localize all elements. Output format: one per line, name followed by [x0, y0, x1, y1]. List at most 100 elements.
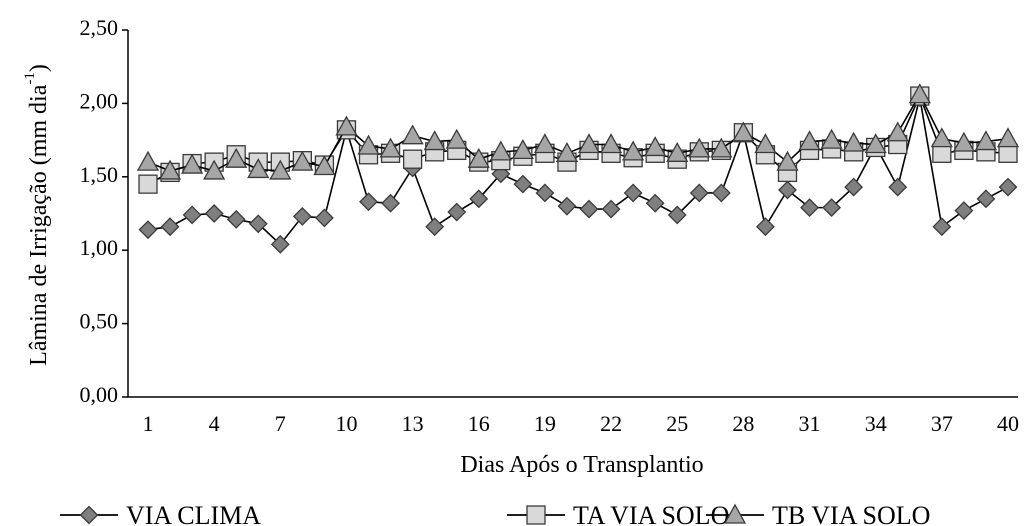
- data-point: [844, 177, 864, 197]
- data-point: [423, 130, 446, 151]
- data-point: [425, 217, 445, 237]
- data-point: [886, 121, 909, 142]
- data-point: [138, 220, 158, 240]
- data-point: [247, 158, 270, 179]
- data-point: [359, 192, 378, 212]
- data-point: [511, 139, 534, 160]
- data-point: [711, 183, 731, 203]
- data-point: [136, 150, 160, 171]
- data-point: [314, 208, 334, 228]
- data-point: [158, 159, 182, 180]
- svg-text:Lâmina de Irrigação (mm dia-1): Lâmina de Irrigação (mm dia-1): [22, 64, 51, 366]
- data-point: [203, 159, 226, 180]
- legend-label: TB VIA SOLO: [772, 501, 930, 526]
- data-point: [489, 140, 512, 161]
- data-point: [467, 147, 490, 168]
- data-point: [204, 204, 224, 223]
- x-tick-label: 28: [732, 411, 754, 436]
- data-point: [952, 131, 976, 152]
- legend-marker: [526, 505, 546, 525]
- data-point: [820, 128, 843, 149]
- data-point: [623, 183, 643, 203]
- data-point: [798, 130, 821, 151]
- x-tick-label: 31: [799, 411, 821, 436]
- data-point: [270, 234, 290, 254]
- x-tick-label: 19: [534, 411, 556, 436]
- x-axis: 1 4 7 10 13 16 19 22 25 28 31 34 37 40: [128, 396, 1019, 436]
- legend: VIA CLIMA TA VIA SOLO TB VIA SOLO: [60, 501, 930, 526]
- data-point: [160, 217, 180, 237]
- data-point: [357, 134, 380, 155]
- data-point: [599, 133, 623, 154]
- data-point: [776, 150, 799, 171]
- data-point: [666, 141, 689, 162]
- data-point: [180, 153, 204, 174]
- data-point: [269, 159, 292, 180]
- data-point: [932, 217, 952, 237]
- x-tick-label: 16: [468, 411, 490, 436]
- x-tick-label: 10: [335, 411, 357, 436]
- y-axis: 0,00 0,50 1,00 1,50 2,00 2,50: [80, 15, 129, 407]
- data-point: [292, 207, 312, 226]
- data-point: [579, 199, 599, 219]
- data-point: [469, 189, 489, 209]
- x-tick-label: 4: [209, 411, 220, 436]
- data-point: [688, 137, 711, 158]
- y-tick-label: 0,50: [80, 309, 119, 334]
- data-point: [379, 137, 402, 158]
- data-point: [996, 127, 1020, 148]
- data-point: [930, 127, 953, 148]
- data-point: [622, 140, 645, 161]
- y-tick-label: 0,00: [80, 382, 119, 407]
- y-tick-label: 1,50: [80, 162, 119, 187]
- x-tick-label: 37: [931, 411, 953, 436]
- y-axis-title-superscript: -1: [22, 72, 38, 85]
- y-axis-title-close: ): [26, 64, 52, 72]
- x-tick-label: 13: [402, 411, 424, 436]
- y-tick-label: 2,50: [80, 15, 119, 40]
- data-point: [533, 133, 557, 154]
- data-point: [557, 196, 577, 216]
- y-tick-label: 2,00: [80, 88, 119, 113]
- legend-item: VIA CLIMA: [60, 501, 261, 526]
- data-point: [513, 174, 533, 194]
- data-point: [555, 141, 579, 162]
- data-point: [182, 205, 202, 225]
- series-diamond: [138, 88, 1018, 254]
- data-point: [645, 193, 665, 213]
- data-point: [381, 193, 400, 213]
- x-tick-label: 7: [275, 411, 286, 436]
- x-axis-title: Dias Após o Transplantio: [460, 452, 703, 478]
- data-point: [644, 136, 667, 157]
- data-point: [447, 202, 467, 222]
- data-point: [226, 209, 246, 229]
- x-tick-label: 25: [666, 411, 688, 436]
- data-point: [248, 214, 268, 234]
- data-point: [754, 133, 777, 154]
- data-point: [535, 183, 555, 203]
- data-point: [667, 205, 687, 225]
- data-point: [778, 180, 797, 200]
- legend-marker: [79, 505, 99, 525]
- data-point: [976, 189, 996, 209]
- y-tick-label: 1,00: [80, 235, 119, 260]
- data-point: [313, 155, 336, 176]
- data-point: [974, 130, 998, 151]
- series-line: [147, 97, 1009, 246]
- data-point: [291, 150, 314, 171]
- x-tick-label: 22: [600, 411, 622, 436]
- data-point: [710, 137, 733, 158]
- x-tick-label: 40: [997, 411, 1019, 436]
- legend-label: VIA CLIMA: [126, 501, 261, 526]
- data-point: [577, 133, 601, 154]
- data-point: [822, 198, 842, 218]
- data-point: [998, 177, 1018, 197]
- data-point: [888, 177, 908, 197]
- data-point: [689, 183, 709, 203]
- data-point: [401, 124, 424, 145]
- data-point: [732, 121, 755, 142]
- x-tick-label: 34: [865, 411, 887, 436]
- data-point: [756, 217, 775, 237]
- series-line: [147, 92, 1009, 172]
